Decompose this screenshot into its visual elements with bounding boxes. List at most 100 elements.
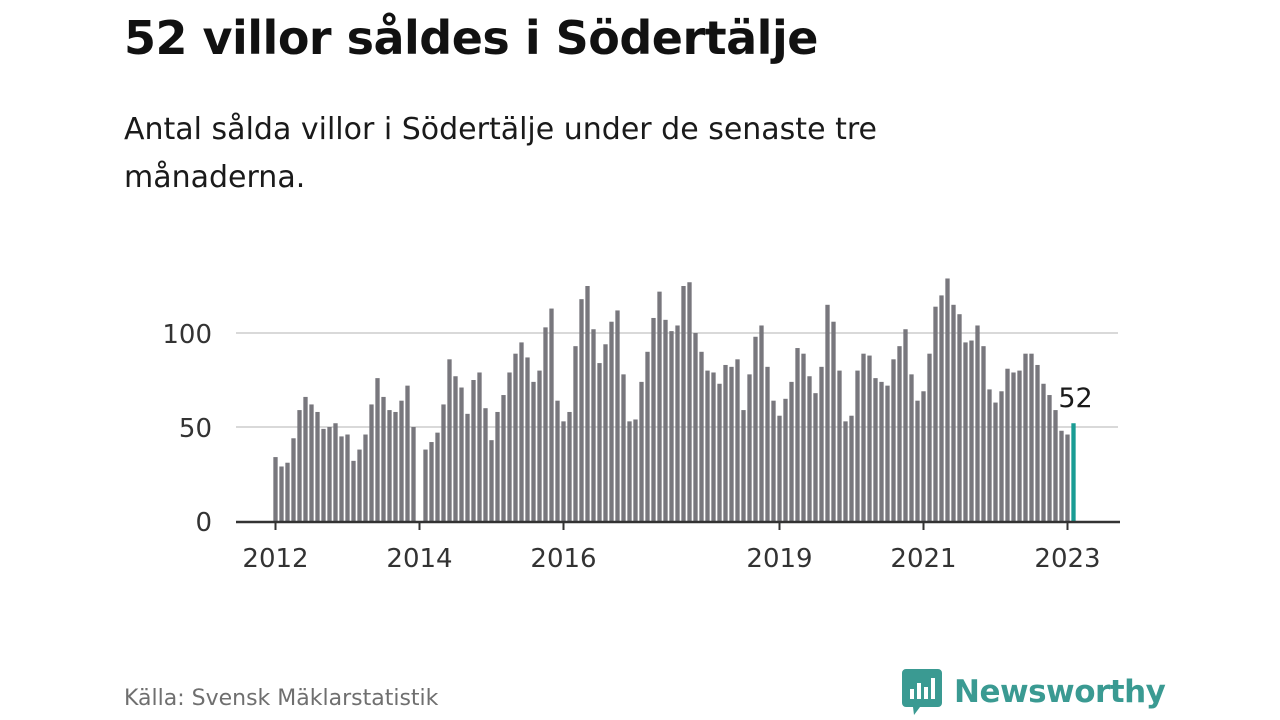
brand-logo: Newsworthy — [902, 669, 1166, 715]
bar — [285, 462, 290, 521]
bar — [699, 351, 704, 521]
bar — [741, 410, 746, 521]
axis-labels: 0 50 100 2012 2014 2016 2019 2021 2023 52 — [162, 320, 1100, 574]
y-tick-label: 0 — [195, 508, 212, 538]
bar — [873, 378, 878, 521]
bar — [891, 359, 896, 521]
bar — [561, 421, 566, 521]
bar — [447, 359, 452, 521]
bar — [1017, 370, 1022, 521]
bar — [1047, 395, 1052, 521]
bar — [669, 331, 674, 521]
bar — [933, 306, 938, 521]
bar — [387, 410, 392, 521]
bar — [705, 370, 710, 521]
bar — [1029, 353, 1034, 521]
x-tick-label: 2019 — [746, 544, 812, 574]
x-axis — [236, 520, 1120, 530]
bar — [465, 413, 470, 521]
bar — [345, 434, 350, 521]
bar — [615, 310, 620, 521]
bar — [537, 370, 542, 521]
bar — [273, 457, 278, 521]
bar — [795, 348, 800, 521]
bar — [297, 410, 302, 521]
bar — [603, 344, 608, 521]
bar — [657, 291, 662, 521]
bar — [429, 442, 434, 521]
bar — [309, 404, 314, 521]
bar — [813, 393, 818, 521]
bar — [1059, 430, 1064, 521]
bar — [945, 278, 950, 521]
bar — [843, 421, 848, 521]
bar — [969, 340, 974, 521]
y-tick-label: 100 — [162, 320, 212, 350]
bar — [867, 355, 872, 521]
bar — [279, 466, 284, 521]
bar — [915, 400, 920, 521]
bar — [837, 370, 842, 521]
x-tick-label: 2023 — [1034, 544, 1100, 574]
bar — [765, 366, 770, 521]
bar — [483, 408, 488, 521]
bar — [885, 385, 890, 521]
bar — [489, 440, 494, 521]
bar — [1053, 410, 1058, 521]
bar — [579, 299, 584, 521]
bar — [375, 378, 380, 521]
bar — [675, 325, 680, 521]
bar-latest — [1071, 423, 1076, 521]
bar — [939, 295, 944, 521]
bar — [651, 317, 656, 521]
bar — [921, 391, 926, 521]
bar — [423, 449, 428, 521]
bar — [369, 404, 374, 521]
bar — [435, 432, 440, 521]
bar — [501, 395, 506, 521]
bar — [321, 428, 326, 521]
bar — [909, 374, 914, 521]
bar — [531, 381, 536, 521]
bar — [633, 419, 638, 521]
bar — [291, 438, 296, 521]
bar — [927, 353, 932, 521]
bar — [747, 374, 752, 521]
bar — [723, 364, 728, 521]
bar — [681, 286, 686, 521]
bar — [363, 434, 368, 521]
bar — [759, 325, 764, 521]
bar — [735, 359, 740, 521]
bar — [519, 342, 524, 521]
bar — [897, 346, 902, 521]
latest-value-label: 52 — [1058, 383, 1092, 414]
bar — [801, 353, 806, 521]
brand-name: Newsworthy — [954, 674, 1166, 710]
x-tick-label: 2016 — [530, 544, 596, 574]
bar — [405, 385, 410, 521]
bar — [771, 400, 776, 521]
bar — [993, 402, 998, 521]
bar — [819, 366, 824, 521]
bar — [597, 363, 602, 521]
bar — [645, 351, 650, 521]
bar — [549, 308, 554, 521]
bar — [621, 374, 626, 521]
bar — [789, 381, 794, 521]
bar — [1065, 434, 1070, 521]
x-tick-label: 2021 — [890, 544, 956, 574]
bar — [831, 321, 836, 521]
page-title: 52 villor såldes i Södertälje — [124, 11, 818, 65]
bar — [339, 436, 344, 521]
bar — [975, 325, 980, 521]
bar — [495, 411, 500, 521]
bar — [807, 376, 812, 521]
page-subtitle: Antal sålda villor i Södertälje under de… — [124, 112, 877, 195]
bar — [729, 366, 734, 521]
bar — [987, 389, 992, 521]
bar — [717, 383, 722, 521]
bar — [879, 381, 884, 521]
bar — [513, 353, 518, 521]
bar — [507, 372, 512, 521]
bar — [327, 427, 332, 521]
